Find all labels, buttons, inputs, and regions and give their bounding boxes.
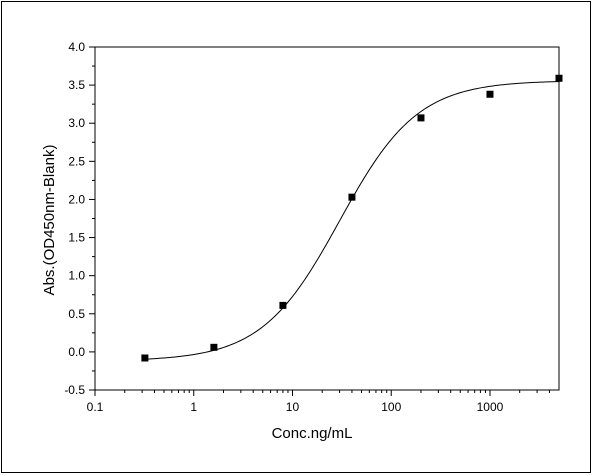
data-points: [141, 74, 563, 362]
x-tick-label: 1: [190, 400, 197, 414]
y-tick-label: -0.5: [64, 383, 85, 397]
data-point: [141, 354, 149, 362]
fit-curve: [144, 81, 560, 360]
y-tick-label: 1.0: [68, 269, 85, 283]
plot-area: [94, 46, 560, 391]
y-axis-title: Abs.(OD450nm-Blank): [41, 145, 58, 296]
x-axis: 0.1 1 10 100 1000: [87, 390, 550, 414]
x-axis-title: Conc.ng/mL: [272, 425, 353, 442]
data-point: [486, 90, 494, 98]
y-tick-label: 0.5: [68, 307, 85, 321]
y-tick-label: 3.5: [68, 78, 85, 92]
data-point: [210, 343, 218, 351]
x-tick-label: 1000: [477, 400, 504, 414]
x-tick-label: 0.1: [87, 400, 104, 414]
x-tick-label: 100: [381, 400, 401, 414]
data-point: [279, 301, 287, 309]
y-tick-label: 4.0: [68, 40, 85, 54]
y-tick-label: 2.5: [68, 154, 85, 168]
y-tick-label: 3.0: [68, 116, 85, 130]
y-tick-label: 1.5: [68, 231, 85, 245]
data-point: [555, 74, 563, 82]
data-point: [417, 114, 425, 122]
y-tick-label: 2.0: [68, 192, 85, 206]
y-axis: -0.5 0.0 0.5 1.0 1.5 2.0 2.5 3.0 3.5 4.0: [64, 40, 95, 397]
x-tick-label: 10: [286, 400, 300, 414]
data-point: [348, 193, 356, 201]
y-tick-label: 0.0: [68, 345, 85, 359]
